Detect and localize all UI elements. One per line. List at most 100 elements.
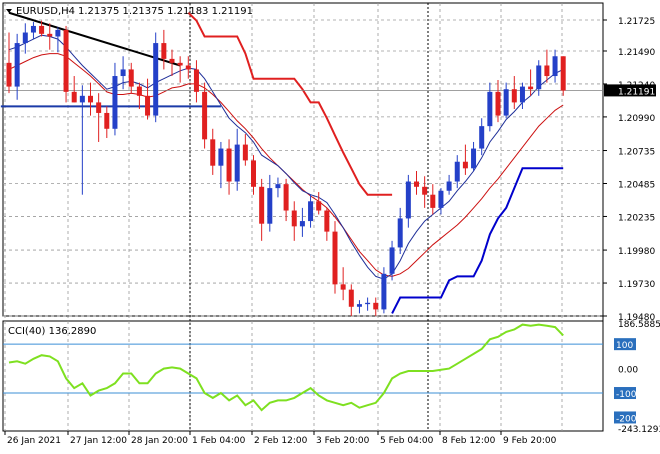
candle-body — [381, 273, 387, 310]
candle-body — [308, 201, 314, 222]
ma-fast-line — [8, 34, 564, 280]
candle-body — [340, 284, 346, 290]
cci-tick-label: 0.00 — [618, 366, 638, 376]
time-tick-label: 9 Feb 20:00 — [503, 436, 557, 446]
time-tick-label: 27 Jan 12:00 — [70, 436, 127, 446]
price-pane[interactable] — [2, 2, 604, 317]
candle-body — [365, 302, 371, 305]
candle-body — [177, 62, 183, 66]
candle-body — [479, 126, 485, 149]
time-tick-label: 28 Jan 20:00 — [131, 436, 188, 446]
cci-level-tag — [614, 387, 636, 400]
candle-body — [234, 144, 240, 182]
candle-body — [136, 86, 142, 96]
candle-body — [373, 302, 379, 310]
overlays — [0, 11, 603, 314]
candle-body — [446, 181, 452, 191]
candle-body — [161, 43, 167, 59]
cci-label: CCI(40) 136.2890 — [8, 326, 96, 337]
candle-body — [39, 25, 45, 34]
candle-body — [145, 95, 151, 116]
candle-body — [487, 91, 493, 127]
candle-body — [438, 190, 444, 208]
dropdown-triangle-icon[interactable] — [6, 9, 12, 13]
candle-body — [275, 184, 281, 189]
candle-body — [414, 181, 419, 187]
candle-body — [348, 289, 354, 307]
cci-tick-label: -243.1293 — [618, 425, 660, 435]
candle-body — [544, 65, 550, 77]
candle-body — [511, 89, 517, 103]
candle-body — [185, 65, 191, 70]
time-tick-label: 3 Feb 20:00 — [316, 436, 370, 446]
price-tick-label: 1.21490 — [618, 48, 655, 58]
candle-body — [267, 188, 273, 224]
candle-body — [462, 161, 468, 169]
cci-tick-label: 186.5885 — [618, 320, 660, 330]
grid — [3, 3, 603, 431]
trendline — [8, 11, 181, 67]
candle-body — [332, 231, 338, 285]
candle-body — [251, 160, 256, 187]
candle-body — [63, 29, 69, 92]
candle-body — [96, 102, 102, 113]
candle-body — [218, 148, 224, 166]
cci-level-tag — [614, 338, 636, 351]
candle-body — [22, 32, 28, 44]
candle-body — [528, 86, 534, 90]
candle-body — [503, 89, 509, 116]
candle-body — [471, 148, 477, 169]
candle-body — [169, 58, 175, 63]
price-tick-label: 1.20485 — [618, 180, 655, 190]
price-tick-label: 1.19980 — [618, 247, 655, 257]
candle-body — [430, 194, 436, 208]
candle-body — [30, 25, 36, 33]
candle-body — [153, 43, 159, 116]
candle-body — [291, 210, 297, 227]
candle-body — [560, 56, 566, 91]
price-tick-label: 1.19730 — [618, 280, 655, 290]
ohlc-values: 1.21375 1.21375 1.21183 1.21191 — [78, 6, 253, 17]
price-tick-label: 1.19480 — [618, 313, 655, 323]
candle-body — [519, 86, 525, 103]
symbol-label: EURUSD,H4 — [16, 6, 75, 17]
candle-body — [210, 139, 216, 166]
current-price-label: 1.21191 — [618, 87, 655, 97]
lower-band-line — [391, 167, 564, 314]
candle-body — [242, 144, 248, 161]
candle-body — [356, 304, 362, 307]
candle-body — [88, 95, 93, 103]
price-tick-label: 1.21725 — [618, 17, 655, 27]
candle-body — [79, 95, 85, 103]
candle-body — [299, 221, 305, 227]
candle-body — [14, 43, 20, 87]
cci-layer — [8, 323, 564, 412]
candle-body — [283, 184, 289, 211]
candles — [6, 20, 566, 316]
candle-body — [454, 161, 460, 182]
candle-body — [226, 148, 232, 182]
candle-body — [397, 218, 403, 248]
time-tick-label: 8 Feb 12:00 — [442, 436, 496, 446]
cci-tick-label: -200 — [616, 414, 637, 424]
time-tick-label: 1 Feb 04:00 — [192, 436, 246, 446]
cci-tick-label: -100 — [616, 390, 637, 400]
cci-pane[interactable] — [2, 320, 604, 432]
candle-body — [202, 91, 208, 140]
candle-body — [316, 201, 322, 211]
candle-body — [6, 62, 12, 87]
time-tick-label: 2 Feb 12:00 — [254, 436, 308, 446]
cci-line — [8, 323, 564, 412]
candle-body — [104, 112, 110, 129]
price-tick-label: 1.20235 — [618, 213, 655, 223]
time-axis: 26 Jan 2021 27 Jan 12:00 28 Jan 20:00 1 Feb… — [4, 431, 557, 446]
cci-axis: 186.5885 100 0.00 -100 -200-243.1293 — [614, 320, 660, 435]
candle-body — [55, 29, 61, 37]
time-tick-label: 5 Feb 04:00 — [380, 436, 434, 446]
current-price-tag — [604, 84, 656, 97]
candle-body — [112, 76, 118, 129]
candle-body — [120, 69, 126, 77]
price-axis: 1.217251.214901.212401.209901.207351.204… — [603, 17, 656, 323]
